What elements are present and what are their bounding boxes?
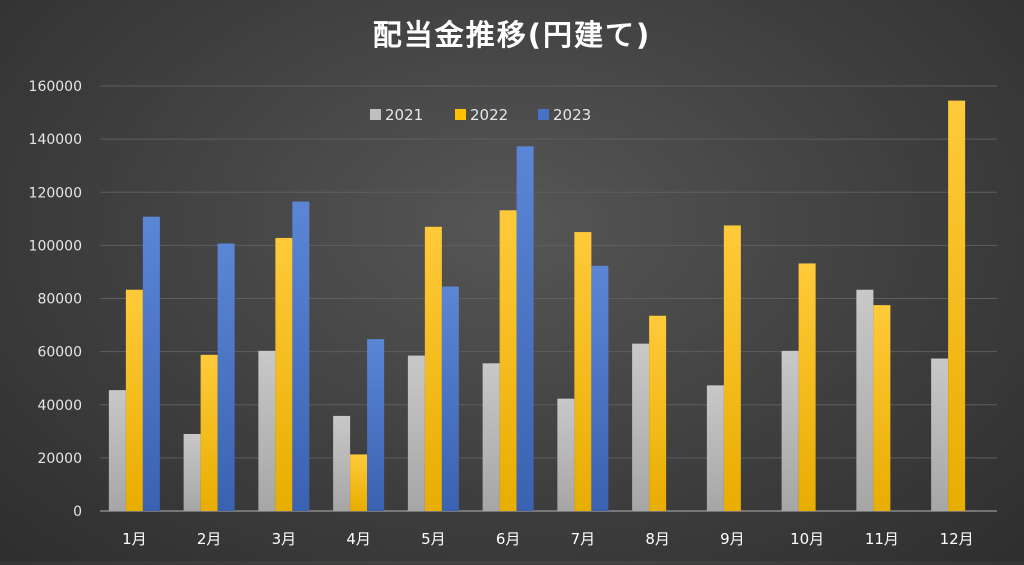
x-tick-label: 1月 xyxy=(122,530,147,548)
bar-2022-7 xyxy=(574,232,592,511)
bar-2023-1 xyxy=(142,216,160,511)
x-axis-ticks: 1月 2月 3月 4月 5月 6月 7月 8月 9月 10月 11月 12月 xyxy=(122,530,974,548)
bar-2022-1 xyxy=(125,289,143,511)
bar-2023-3 xyxy=(292,201,310,511)
x-tick-label: 4月 xyxy=(346,530,371,548)
bar-2022-4 xyxy=(350,454,368,511)
bar-2021-8 xyxy=(632,343,650,511)
bar-2021-1 xyxy=(108,390,126,511)
legend: 2021 2022 2023 xyxy=(370,106,591,124)
y-tick-label: 160000 xyxy=(29,79,82,95)
bar-2023-7 xyxy=(591,265,609,511)
bar-2023-5 xyxy=(441,286,459,511)
y-tick-label: 20000 xyxy=(37,451,82,467)
bar-2022-12 xyxy=(948,100,966,511)
bar-2021-5 xyxy=(407,355,425,511)
bar-2021-6 xyxy=(482,363,500,511)
chart-title: 配当金推移(円建て) xyxy=(373,18,652,52)
bar-2021-3 xyxy=(258,350,276,511)
legend-swatch-2023 xyxy=(538,109,549,120)
bar-2022-11 xyxy=(873,305,891,511)
x-tick-label: 8月 xyxy=(645,530,670,548)
legend-label-2022: 2022 xyxy=(470,106,508,124)
bar-2021-10 xyxy=(781,350,799,511)
legend-label-2021: 2021 xyxy=(385,106,423,124)
y-tick-label: 60000 xyxy=(37,345,82,361)
bar-2022-3 xyxy=(275,237,293,511)
legend-swatch-2021 xyxy=(370,109,381,120)
y-tick-label: 40000 xyxy=(37,398,82,414)
x-tick-label: 2月 xyxy=(197,530,222,548)
x-tick-label: 11月 xyxy=(865,530,899,548)
y-tick-label: 80000 xyxy=(37,292,82,308)
y-tick-label: 100000 xyxy=(29,238,82,254)
bar-2022-9 xyxy=(723,225,741,511)
y-tick-label: 120000 xyxy=(29,185,82,201)
bar-2022-5 xyxy=(424,226,442,511)
x-tick-label: 5月 xyxy=(421,530,446,548)
y-axis-ticks: 0 20000 40000 60000 80000 100000 120000 140000 1… xyxy=(29,79,82,520)
bars xyxy=(108,100,966,511)
gridlines xyxy=(100,85,997,512)
bar-2021-2 xyxy=(183,433,201,511)
x-tick-label: 3月 xyxy=(272,530,297,548)
bar-2022-6 xyxy=(499,210,517,511)
x-tick-label: 6月 xyxy=(496,530,521,548)
bar-2021-7 xyxy=(557,398,575,511)
x-tick-label: 9月 xyxy=(720,530,745,548)
x-tick-label: 7月 xyxy=(571,530,596,548)
y-tick-label: 0 xyxy=(73,504,82,520)
bar-2022-2 xyxy=(200,354,218,511)
legend-swatch-2022 xyxy=(455,109,466,120)
bar-2023-4 xyxy=(367,339,385,511)
bar-2022-10 xyxy=(798,263,816,511)
bar-2021-4 xyxy=(333,415,351,511)
y-tick-label: 140000 xyxy=(29,132,82,148)
bar-2023-6 xyxy=(516,146,534,511)
x-tick-label: 12月 xyxy=(940,530,974,548)
bar-2021-12 xyxy=(931,358,949,511)
bar-2023-2 xyxy=(217,243,235,511)
legend-label-2023: 2023 xyxy=(553,106,591,124)
x-tick-label: 10月 xyxy=(790,530,824,548)
bar-2021-11 xyxy=(856,289,874,511)
bar-2022-8 xyxy=(649,315,667,511)
bar-2021-9 xyxy=(706,385,724,511)
